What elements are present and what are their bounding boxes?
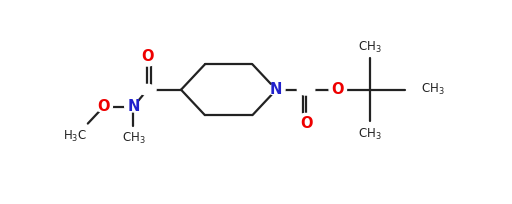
Circle shape: [95, 101, 113, 112]
Text: O: O: [97, 99, 110, 114]
Text: O: O: [332, 82, 344, 97]
Text: CH$_3$: CH$_3$: [121, 131, 145, 146]
Text: CH$_3$: CH$_3$: [421, 82, 445, 97]
Circle shape: [329, 84, 347, 95]
Text: O: O: [141, 49, 154, 64]
Text: O: O: [300, 116, 312, 131]
Text: CH$_3$: CH$_3$: [358, 127, 381, 142]
Circle shape: [268, 84, 285, 95]
Circle shape: [139, 84, 156, 95]
Circle shape: [125, 101, 142, 112]
Text: H$_3$C: H$_3$C: [63, 129, 87, 144]
Circle shape: [297, 113, 315, 124]
Text: N: N: [270, 82, 283, 97]
Circle shape: [297, 84, 315, 95]
Text: CH$_3$: CH$_3$: [358, 40, 381, 55]
Text: N: N: [127, 99, 140, 114]
Circle shape: [139, 55, 156, 66]
